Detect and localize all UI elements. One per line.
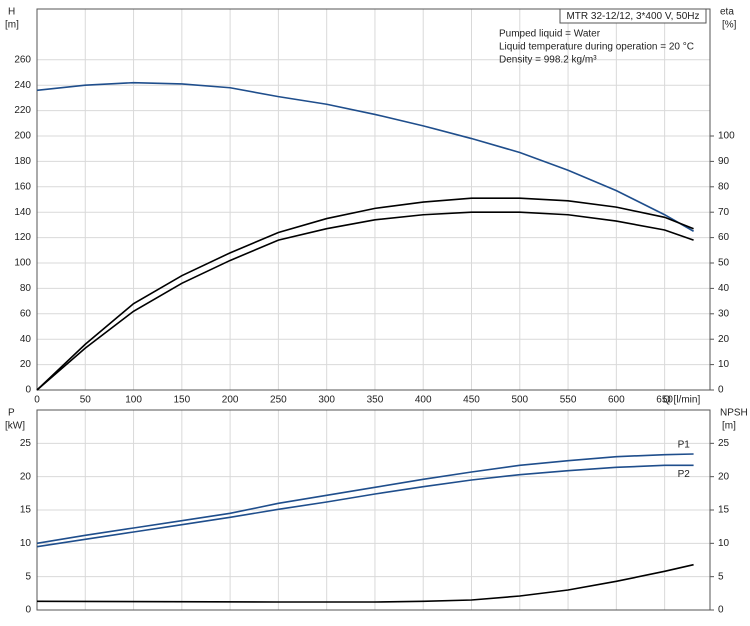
y2-tick-label: 80 xyxy=(718,181,730,192)
y2-tick-label: 10 xyxy=(718,538,730,549)
y-tick-label: 10 xyxy=(20,538,32,549)
x-tick-label: 0 xyxy=(34,395,40,406)
y2-axis-label: NPSH xyxy=(720,408,748,419)
y2-tick-label: 5 xyxy=(718,571,724,582)
curve xyxy=(36,211,694,391)
y2-tick-label: 20 xyxy=(718,334,730,345)
y-tick-label: 0 xyxy=(25,605,31,616)
title-box xyxy=(559,8,707,24)
y-axis-label: P xyxy=(8,408,15,419)
x-tick-label: 250 xyxy=(270,395,287,406)
y-tick-label: 20 xyxy=(20,471,32,482)
annotation: Liquid temperature during operation = 20… xyxy=(499,42,694,53)
y2-tick-label: 50 xyxy=(718,258,730,269)
y2-tick-label: 20 xyxy=(718,471,730,482)
y-tick-label: 180 xyxy=(14,156,31,167)
series-label: P1 xyxy=(678,440,691,451)
y2-tick-label: 25 xyxy=(718,438,730,449)
y-tick-label: 120 xyxy=(14,232,31,243)
x-tick-label: 650 xyxy=(656,395,673,406)
x-tick-label: 150 xyxy=(173,395,190,406)
y2-tick-label: 15 xyxy=(718,505,730,516)
y-tick-label: 80 xyxy=(20,283,32,294)
curve xyxy=(36,563,694,603)
plot-area xyxy=(37,9,710,390)
y2-tick-label: 0 xyxy=(718,605,724,616)
y2-tick-label: 30 xyxy=(718,308,730,319)
y-tick-label: 60 xyxy=(20,308,32,319)
y-tick-label: 240 xyxy=(14,80,31,91)
x-tick-label: 50 xyxy=(80,395,92,406)
x-tick-label: 600 xyxy=(608,395,625,406)
y-tick-label: 0 xyxy=(25,385,31,396)
series-label: P2 xyxy=(678,469,691,480)
x-tick-label: 200 xyxy=(222,395,239,406)
curve xyxy=(36,453,694,545)
plot-frame xyxy=(36,409,711,611)
x-tick-label: 300 xyxy=(318,395,335,406)
x-tick-label: 100 xyxy=(125,395,142,406)
y-tick-label: 5 xyxy=(25,571,31,582)
y-tick-label: 40 xyxy=(20,334,32,345)
x-tick-label: 450 xyxy=(463,395,480,406)
curve xyxy=(36,197,694,391)
annotation: Density = 998.2 kg/m³ xyxy=(499,55,597,66)
x-tick-label: 400 xyxy=(415,395,432,406)
curve xyxy=(36,81,694,232)
x-tick-label: 550 xyxy=(560,395,577,406)
y-axis-unit: [kW] xyxy=(5,421,25,432)
y-tick-label: 20 xyxy=(20,359,32,370)
x-axis-label: Q [l/min] xyxy=(663,395,700,406)
chart-title: MTR 32-12/12, 3*400 V, 50Hz xyxy=(566,11,699,22)
y2-tick-label: 60 xyxy=(718,232,730,243)
y-tick-label: 160 xyxy=(14,181,31,192)
annotation: Pumped liquid = Water xyxy=(499,29,601,40)
y-tick-label: 15 xyxy=(20,505,32,516)
y2-axis-unit: [m] xyxy=(722,421,736,432)
x-tick-label: 350 xyxy=(367,395,384,406)
y-tick-label: 220 xyxy=(14,105,31,116)
y-tick-label: 200 xyxy=(14,131,31,142)
y2-tick-label: 0 xyxy=(718,385,724,396)
y-axis-label: H xyxy=(8,7,15,18)
y-tick-label: 25 xyxy=(20,438,32,449)
plot-frame xyxy=(36,8,711,391)
y-tick-label: 140 xyxy=(14,207,31,218)
y2-tick-label: 70 xyxy=(718,207,730,218)
x-tick-label: 500 xyxy=(511,395,528,406)
y-tick-label: 100 xyxy=(14,258,31,269)
y2-axis-unit: [%] xyxy=(722,20,737,31)
y-tick-label: 260 xyxy=(14,54,31,65)
curve xyxy=(36,464,694,548)
y2-axis-label: eta xyxy=(720,7,734,18)
y2-tick-label: 90 xyxy=(718,156,730,167)
y2-tick-label: 100 xyxy=(718,131,735,142)
y-axis-unit: [m] xyxy=(5,20,19,31)
y2-tick-label: 10 xyxy=(718,359,730,370)
y2-tick-label: 40 xyxy=(718,283,730,294)
